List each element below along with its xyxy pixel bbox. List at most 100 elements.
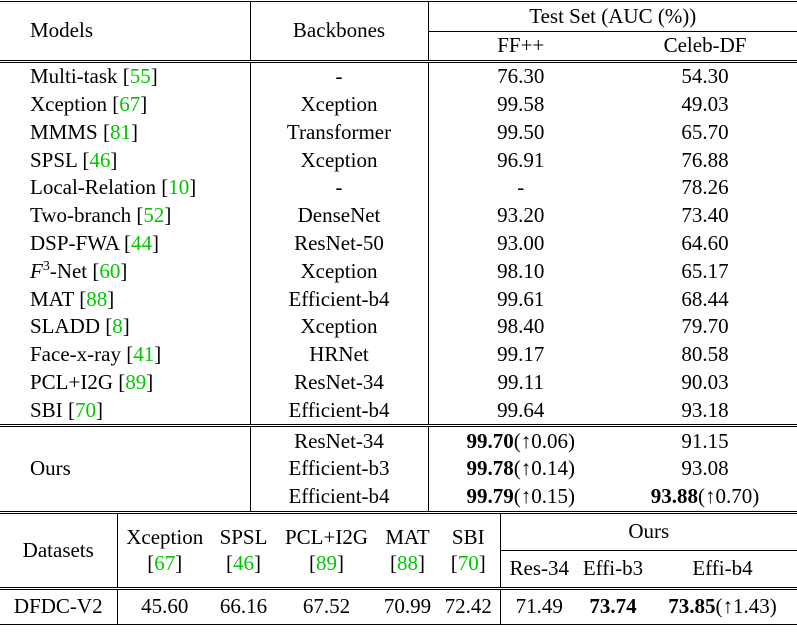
bracket: [ xyxy=(92,258,100,283)
citation: 88 xyxy=(86,286,108,311)
ours-row: Efficient-b4 99.79(↑0.15) 93.88(↑0.70) xyxy=(0,482,797,514)
baseline-rows: Multi-task [55] -76.30 54.30 Xception [67] X… xyxy=(0,61,797,428)
ff-cell: 96.91 xyxy=(497,147,545,172)
value-cell: 66.16 xyxy=(212,588,275,625)
method-header: SBI [70] xyxy=(437,513,501,590)
citation: 81 xyxy=(109,119,131,144)
header-datasets: Datasets xyxy=(0,513,118,590)
model-name: Face-x-ray xyxy=(30,342,121,367)
backbone-cell: Xception xyxy=(250,146,429,174)
model-cell: SPSL [46] xyxy=(0,146,251,174)
model-cell: PCL+I2G [89] xyxy=(0,368,251,397)
celeb-value: 91.15 xyxy=(681,428,729,453)
model-name: Xception xyxy=(30,91,107,116)
celeb-value: 93.08 xyxy=(681,456,729,481)
model-cell: Local-Relation [10] xyxy=(0,173,251,202)
bracket: [ xyxy=(82,147,90,172)
bracket: [ xyxy=(105,314,113,339)
row: Face-x-ray [41] HRNet 99.17 80.58 xyxy=(0,340,797,369)
celeb-cell: 79.70 xyxy=(681,314,729,339)
data-row: DFDC-V2 45.60 66.16 67.52 70.99 72.42 71.49 73.… xyxy=(0,588,797,625)
bracket: ] xyxy=(122,314,130,339)
bracket: ] xyxy=(189,175,197,200)
celeb-gain: (↑0.70) xyxy=(698,484,760,509)
citation-group: [70] xyxy=(451,551,486,575)
citation-group: [46] xyxy=(82,148,117,172)
bracket: ] xyxy=(164,203,172,228)
header-ours: Ours xyxy=(500,513,797,551)
backbone-cell: Xception xyxy=(250,312,429,341)
ff-cell: 99.78(↑0.14) xyxy=(428,455,613,483)
ours-row: Efficient-b3 99.78(↑0.14) 93.08 xyxy=(0,454,797,483)
ff-gain: (↑0.15) xyxy=(513,484,575,509)
row: PCL+I2G [89] ResNet-34 99.11 90.03 xyxy=(0,368,797,397)
backbone-cell: ResNet-34 xyxy=(250,425,429,455)
bracket: ] xyxy=(150,64,158,89)
celeb-cell: 90.03 xyxy=(681,369,729,394)
row: SBI [70] Efficient-b4 99.64 93.18 xyxy=(0,396,797,428)
ours-gain: (↑1.43) xyxy=(715,594,777,619)
method-name: SPSL xyxy=(219,525,268,550)
header-row: Datasets Xception [67] SPSL [46] PCL+I2G [89] M… xyxy=(0,513,797,590)
row: Xception [67] Xception 99.58 49.03 xyxy=(0,90,797,119)
model-name: Local-Relation xyxy=(30,175,156,200)
backbone-cell: Efficient-b3 xyxy=(250,454,429,483)
ff-cell: 98.40 xyxy=(497,314,545,339)
model-cell: Xception [67] xyxy=(0,90,251,119)
citation: 46 xyxy=(233,551,254,576)
bracket: [ xyxy=(136,203,144,228)
row: SLADD [8] Xception 98.40 79.70 xyxy=(0,312,797,341)
value-cell: 67.52 xyxy=(275,588,378,625)
ff-cell: - xyxy=(517,175,525,200)
bracket: [ xyxy=(67,397,75,422)
row: F3-Net [60] Xception 98.10 65.17 xyxy=(0,257,797,286)
citation: 88 xyxy=(397,551,418,576)
ours-backbone: Effi-b4 xyxy=(648,550,797,590)
row: DSP-FWA [44] ResNet-50 93.00 64.60 xyxy=(0,229,797,258)
model-cell: MMMS [81] xyxy=(0,118,251,147)
bracket: ] xyxy=(130,119,138,144)
citation: 41 xyxy=(133,342,155,367)
celeb-cell: 93.18 xyxy=(613,396,797,428)
method-header: Xception [67] xyxy=(117,513,212,590)
backbone-cell: - xyxy=(250,173,429,202)
ff-cell: 98.10 xyxy=(497,258,545,283)
row: MMMS [81] Transformer 99.50 65.70 xyxy=(0,118,797,147)
model-name: PCL+I2G xyxy=(30,369,114,394)
ff-cell: 99.64 xyxy=(428,396,613,428)
row: SPSL [46] Xception 96.91 76.88 xyxy=(0,146,797,174)
citation: 89 xyxy=(125,369,147,394)
bracket: ] xyxy=(418,551,425,576)
results-table: Models Backbones Test Set (AUC (%)) FF++… xyxy=(0,1,797,514)
header-test-set: Test Set (AUC (%)) xyxy=(428,1,797,32)
model-name: SPSL xyxy=(30,147,78,172)
backbone-cell: HRNet xyxy=(250,340,429,369)
ours-label: Ours xyxy=(0,425,251,514)
citation: 10 xyxy=(168,175,190,200)
ours-value: 73.74 xyxy=(589,594,637,619)
ff-cell: 99.11 xyxy=(497,369,544,394)
citation-group: [70] xyxy=(68,398,103,422)
bracket: ] xyxy=(175,551,183,576)
citation-group: [46] xyxy=(226,551,261,575)
citation-group: [89] xyxy=(118,370,153,394)
citation: 52 xyxy=(143,203,165,228)
dataset-cell: DFDC-V2 xyxy=(0,588,118,625)
celeb-value: 93.88 xyxy=(650,484,698,509)
ours-value: 71.49 xyxy=(515,594,563,619)
celeb-cell: 54.30 xyxy=(681,64,729,89)
ff-cell: 99.70(↑0.06) xyxy=(428,426,613,455)
bracket: ] xyxy=(146,369,154,394)
citation: 60 xyxy=(99,258,121,283)
row: Two-branch [52] DenseNet 93.20 73.40 xyxy=(0,201,797,230)
citation: 44 xyxy=(130,230,152,255)
citation-group: [55] xyxy=(123,64,158,88)
method-header: MAT [88] xyxy=(378,513,437,590)
bracket: ] xyxy=(110,147,118,172)
backbone-cell: DenseNet xyxy=(250,201,429,230)
bracket: [ xyxy=(309,551,316,576)
ff-value: 99.70 xyxy=(466,428,514,453)
celeb-cell: 91.15 xyxy=(613,426,797,455)
model-cell: SBI [70] xyxy=(0,396,251,428)
bracket: ] xyxy=(95,397,103,422)
